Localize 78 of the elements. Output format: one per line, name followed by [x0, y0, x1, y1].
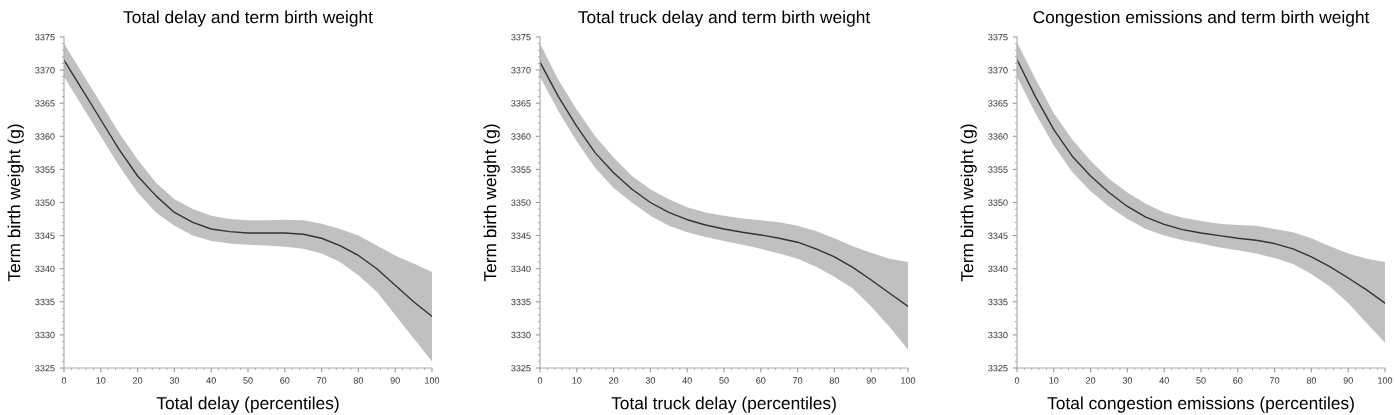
y-tick-label: 3365	[988, 100, 1008, 107]
x-tick-label: 60	[280, 377, 290, 384]
y-tick-label: 3345	[511, 232, 531, 239]
x-tick-label: 0	[61, 377, 67, 384]
x-tick-label: 100	[1378, 377, 1393, 384]
y-tick-label: 3355	[35, 166, 55, 173]
x-tick-label: 20	[1086, 377, 1096, 384]
y-tick-label: 3375	[511, 33, 531, 41]
x-axis-title: Total truck delay (percentiles)	[611, 396, 836, 413]
x-tick-label: 10	[1049, 377, 1059, 384]
y-tick-label: 3355	[988, 166, 1008, 173]
y-tick-label: 3340	[511, 265, 531, 273]
y-axis-title: Term birth weight (g)	[7, 124, 24, 282]
y-tick-label: 3370	[511, 67, 531, 74]
y-tick-label: 3350	[511, 199, 531, 206]
y-tick-label: 3335	[35, 298, 55, 306]
y-tick-label: 3335	[511, 298, 531, 306]
y-tick-label: 3340	[35, 265, 55, 273]
x-tick-label: 60	[756, 377, 766, 384]
x-tick-label: 40	[1159, 377, 1169, 384]
chart-title: Total delay and term birth weight	[123, 10, 373, 27]
x-tick-label: 100	[901, 377, 916, 384]
y-tick-label: 3375	[35, 33, 55, 41]
x-tick-label: 90	[866, 377, 876, 384]
x-tick-label: 80	[353, 377, 364, 384]
x-tick-label: 70	[793, 377, 803, 384]
y-tick-label: 3330	[511, 331, 531, 339]
y-tick-label: 3355	[511, 166, 531, 173]
x-tick-label: 20	[609, 377, 619, 384]
line-series	[540, 61, 908, 308]
y-tick-label: 3330	[988, 331, 1008, 339]
y-axis-title: Term birth weight (g)	[483, 124, 500, 282]
line-series	[64, 59, 432, 318]
y-tick-label: 3345	[988, 232, 1008, 239]
x-tick-label: 40	[206, 377, 216, 384]
y-tick-label: 3350	[988, 199, 1008, 206]
x-tick-label: 80	[829, 377, 840, 384]
y-tick-label: 3325	[988, 364, 1008, 372]
y-tick-label: 3350	[35, 199, 55, 206]
x-tick-label: 40	[682, 377, 692, 384]
y-tick-label: 3365	[35, 100, 55, 107]
y-tick-label: 3375	[988, 33, 1008, 41]
x-tick-label: 30	[169, 377, 180, 384]
x-tick-label: 50	[719, 377, 729, 384]
y-tick-label: 3370	[988, 67, 1008, 74]
chart-title: Congestion emissions and term birth weight	[1033, 10, 1370, 27]
y-tick-label: 3330	[35, 331, 55, 339]
x-tick-label: 50	[243, 377, 253, 384]
line-series	[1017, 58, 1385, 304]
x-axis-title: Total congestion emissions (percentiles)	[1047, 396, 1354, 413]
x-tick-label: 90	[390, 377, 400, 384]
x-tick-label: 70	[1270, 377, 1280, 384]
x-tick-label: 30	[645, 377, 656, 384]
y-tick-label: 3360	[988, 133, 1008, 140]
x-tick-label: 30	[1122, 377, 1133, 384]
y-tick-label: 3360	[35, 133, 55, 140]
y-tick-label: 3370	[35, 67, 55, 74]
y-axis-title: Term birth weight (g)	[960, 124, 977, 282]
x-tick-label: 90	[1343, 377, 1353, 384]
x-tick-label: 100	[425, 377, 440, 384]
x-tick-label: 10	[96, 377, 106, 384]
y-tick-label: 3325	[511, 364, 531, 372]
x-tick-label: 50	[1196, 377, 1206, 384]
y-tick-label: 3335	[988, 298, 1008, 306]
y-tick-label: 3365	[511, 100, 531, 107]
chart-title: Total truck delay and term birth weight	[578, 10, 871, 27]
x-tick-label: 60	[1233, 377, 1243, 384]
x-tick-label: 70	[317, 377, 327, 384]
x-tick-label: 10	[572, 377, 582, 384]
x-tick-label: 0	[1014, 377, 1020, 384]
y-tick-label: 3325	[35, 364, 55, 372]
x-tick-label: 20	[133, 377, 143, 384]
y-tick-label: 3340	[988, 265, 1008, 273]
x-tick-label: 80	[1306, 377, 1317, 384]
y-tick-label: 3345	[35, 232, 55, 239]
y-tick-label: 3360	[511, 133, 531, 140]
x-axis-title: Total delay (percentiles)	[156, 396, 339, 413]
x-tick-label: 0	[537, 377, 543, 384]
